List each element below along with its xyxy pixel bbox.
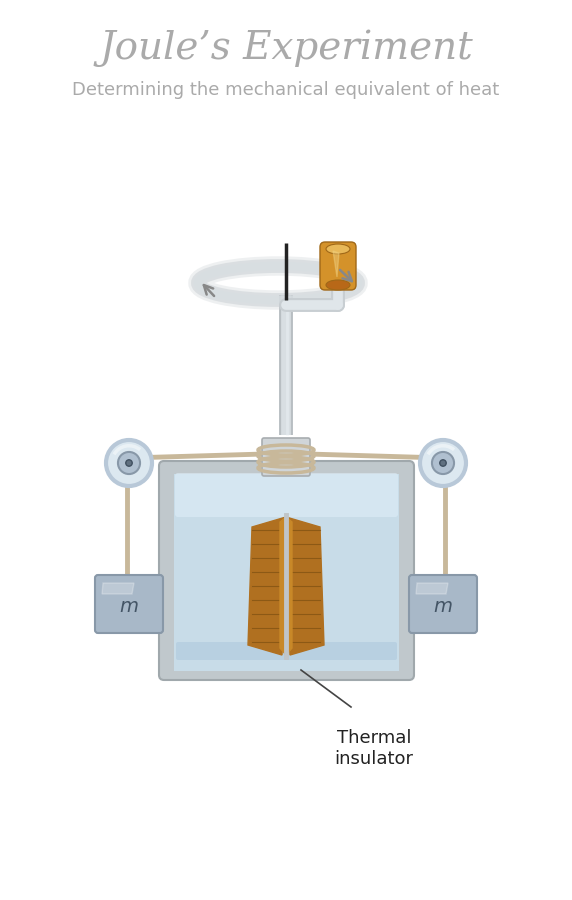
- Ellipse shape: [326, 244, 350, 254]
- Polygon shape: [280, 517, 286, 655]
- FancyBboxPatch shape: [262, 438, 310, 476]
- Circle shape: [118, 452, 140, 474]
- Circle shape: [106, 440, 152, 486]
- Text: m: m: [434, 597, 452, 616]
- Circle shape: [440, 460, 446, 466]
- FancyBboxPatch shape: [176, 642, 397, 660]
- Text: Joule’s Experiment: Joule’s Experiment: [99, 29, 473, 67]
- Circle shape: [420, 440, 466, 486]
- Polygon shape: [102, 583, 134, 594]
- Circle shape: [432, 452, 454, 474]
- FancyBboxPatch shape: [95, 575, 163, 633]
- Ellipse shape: [326, 280, 350, 290]
- FancyBboxPatch shape: [320, 242, 356, 290]
- Circle shape: [126, 460, 132, 466]
- FancyBboxPatch shape: [174, 474, 399, 671]
- FancyArrowPatch shape: [340, 270, 352, 281]
- FancyBboxPatch shape: [175, 473, 398, 517]
- Polygon shape: [248, 517, 286, 655]
- FancyArrowPatch shape: [204, 285, 214, 296]
- Polygon shape: [416, 583, 448, 594]
- FancyBboxPatch shape: [409, 575, 477, 633]
- Text: Determining the mechanical equivalent of heat: Determining the mechanical equivalent of…: [73, 81, 499, 99]
- Text: Thermal
insulator: Thermal insulator: [335, 729, 414, 768]
- FancyBboxPatch shape: [159, 461, 414, 680]
- Polygon shape: [286, 517, 324, 655]
- Polygon shape: [333, 251, 339, 277]
- Polygon shape: [286, 517, 292, 655]
- Text: m: m: [120, 597, 138, 616]
